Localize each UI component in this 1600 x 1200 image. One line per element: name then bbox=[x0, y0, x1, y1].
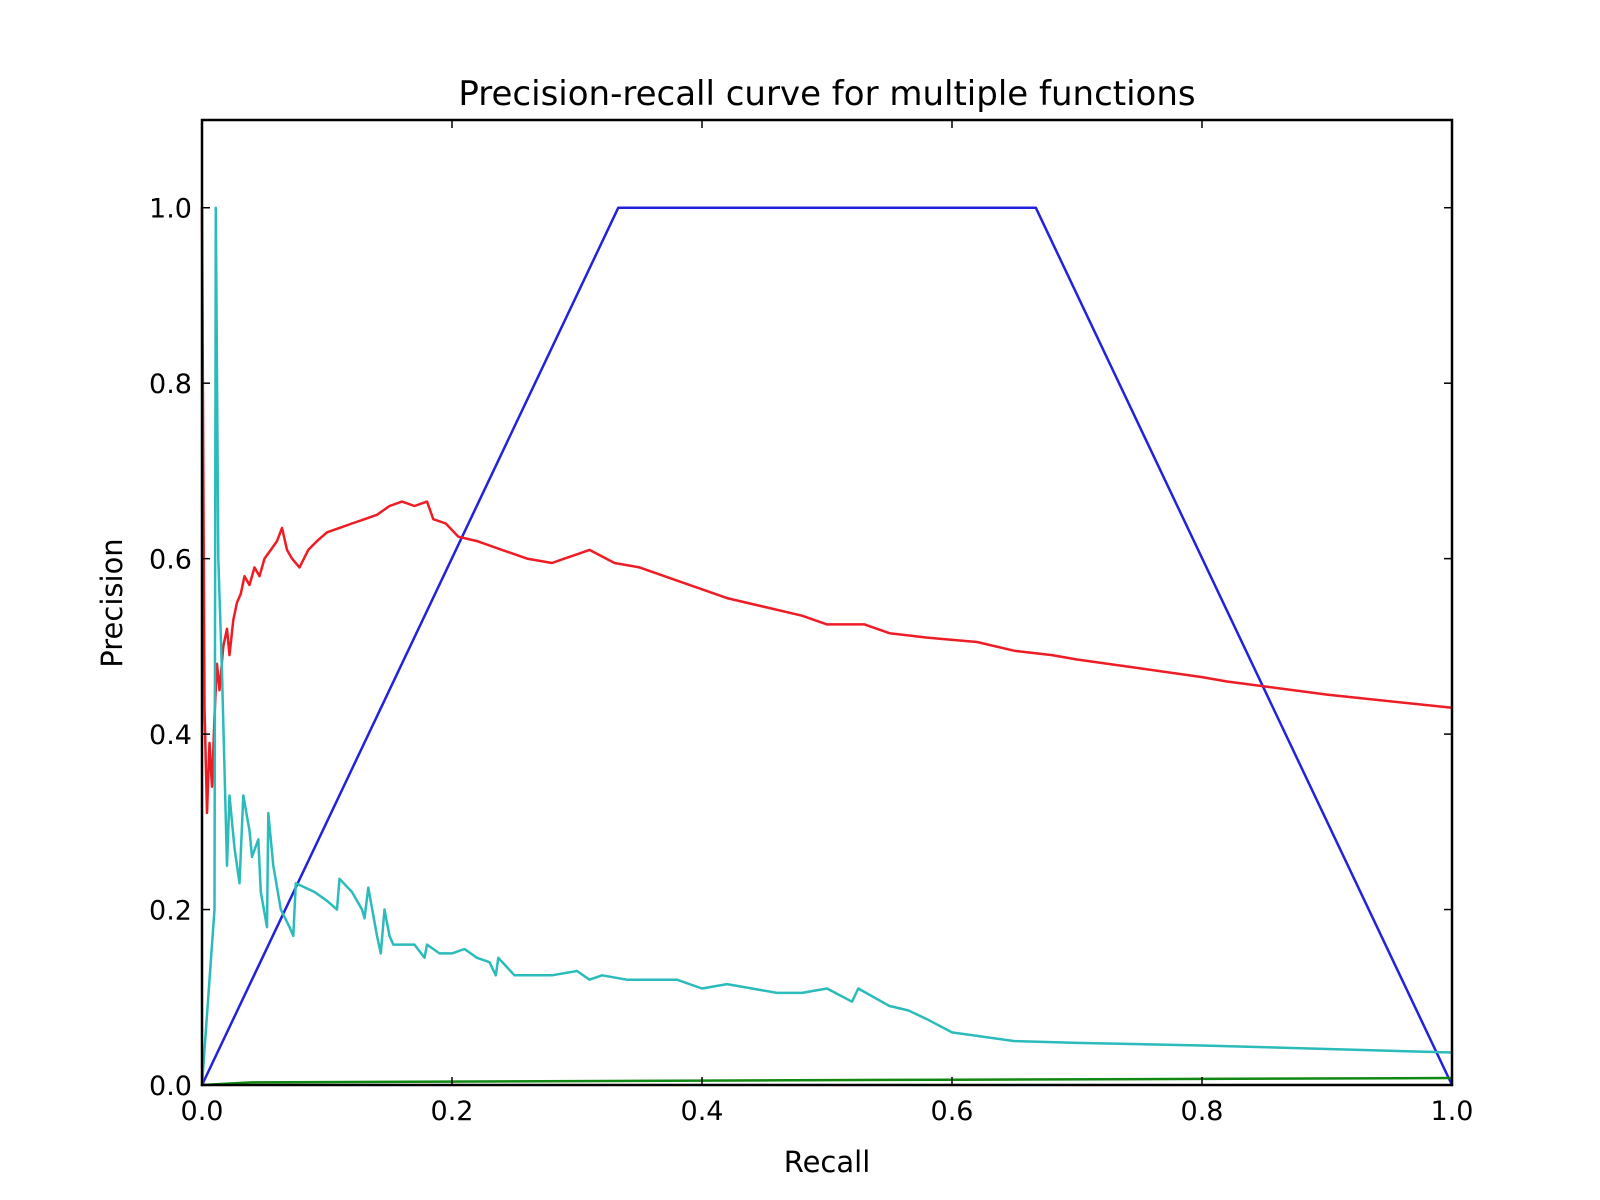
series-line-1 bbox=[200, 206, 1454, 815]
y-tick-label: 0.0 bbox=[149, 1071, 192, 1102]
y-tick-label: 0.4 bbox=[149, 720, 192, 751]
y-tick-label: 1.0 bbox=[149, 194, 192, 225]
plot-frame bbox=[200, 118, 1454, 1087]
x-tick-label: 0.0 bbox=[181, 1096, 224, 1127]
x-tick-label: 1.0 bbox=[1431, 1096, 1474, 1127]
y-axis-label: Precision bbox=[95, 538, 129, 667]
chart-title: Precision-recall curve for multiple func… bbox=[458, 74, 1195, 114]
series-line-0 bbox=[200, 206, 1454, 1087]
x-tick-label: 0.8 bbox=[1181, 1096, 1224, 1127]
series-line-2 bbox=[200, 206, 1454, 1087]
x-tick-label: 0.6 bbox=[931, 1096, 974, 1127]
x-tick-label: 0.2 bbox=[431, 1096, 474, 1127]
x-tick-label: 0.4 bbox=[681, 1096, 724, 1127]
x-axis-label: Recall bbox=[784, 1145, 871, 1179]
plot-area bbox=[200, 206, 1454, 1087]
y-tick-label: 0.8 bbox=[149, 369, 192, 400]
axis-ticks: 0.0 0.2 0.4 0.6 0.8 1.0 0.0 0.2 0.4 0.6 0.8 1.0 bbox=[149, 120, 1473, 1127]
y-tick-label: 0.6 bbox=[149, 545, 192, 576]
series-line-3 bbox=[200, 1076, 1454, 1087]
y-tick-label: 0.2 bbox=[149, 896, 192, 927]
